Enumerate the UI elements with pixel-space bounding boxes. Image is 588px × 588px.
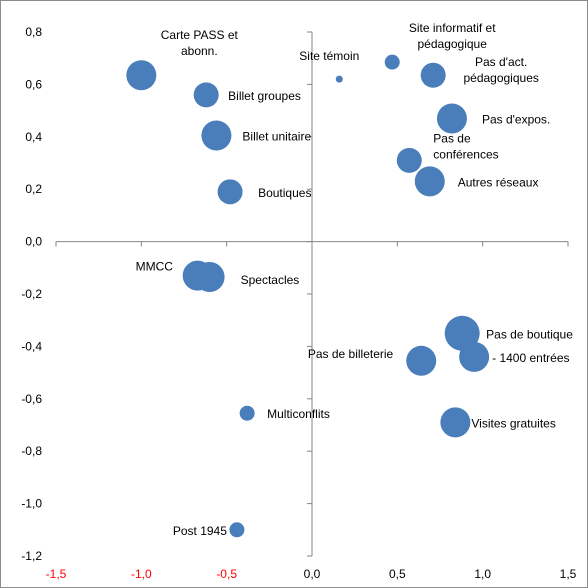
data-point — [335, 75, 343, 83]
x-tick-label: 1,0 — [474, 567, 491, 581]
point-label: Pas de billeterie — [308, 347, 394, 361]
point-label: MMCC — [136, 260, 174, 274]
x-tick-label: 1,5 — [560, 567, 577, 581]
x-tick-label: -0,5 — [216, 567, 237, 581]
y-tick-label: 0,6 — [25, 77, 42, 91]
y-tick-label: -0,4 — [21, 339, 42, 353]
data-point — [414, 166, 445, 197]
point-label: - 1400 entrées — [492, 351, 569, 365]
y-tick-label: -0,8 — [21, 444, 42, 458]
x-tick-label: 0,0 — [304, 567, 321, 581]
point-label: Autres réseaux — [458, 175, 539, 189]
y-tick-label: -1,0 — [21, 497, 42, 511]
y-tick-label: 0,2 — [25, 182, 42, 196]
data-point — [406, 345, 437, 376]
data-point — [217, 179, 243, 205]
data-point — [193, 82, 219, 108]
point-label: Pas de boutique — [486, 327, 573, 341]
y-tick-label: -0,6 — [21, 392, 42, 406]
x-tick-label: -1,0 — [131, 567, 152, 581]
y-tick-label: 0,8 — [25, 25, 42, 39]
data-point — [420, 62, 446, 88]
data-point — [229, 522, 245, 538]
point-label: Billet groupes — [228, 89, 301, 103]
data-point — [194, 261, 225, 292]
data-point — [384, 54, 400, 70]
y-tick-label: -0,2 — [21, 287, 42, 301]
data-point — [436, 103, 467, 134]
point-label: Pas d'expos. — [482, 112, 550, 126]
data-point — [201, 120, 232, 151]
point-label: Boutiques — [258, 186, 311, 200]
data-point — [126, 60, 157, 91]
data-point — [440, 407, 471, 438]
y-tick-label: 0,0 — [25, 235, 42, 249]
point-label: Pas d'act. pédagogiques — [463, 55, 538, 85]
point-label: Visites gratuites — [471, 416, 556, 430]
point-label: Spectacles — [241, 273, 300, 287]
point-label: Carte PASS et abonn. — [161, 28, 239, 58]
y-tick-label: 0,4 — [25, 130, 42, 144]
data-point — [444, 315, 480, 351]
x-tick-label: -1,5 — [46, 567, 67, 581]
point-label: Multiconflits — [267, 407, 330, 421]
x-tick-label: 0,5 — [389, 567, 406, 581]
point-label: Post 1945 — [173, 524, 227, 538]
data-point — [239, 405, 255, 421]
data-point — [459, 341, 490, 372]
point-label: Site informatif et pédagogique — [409, 21, 496, 51]
y-tick-label: -1,2 — [21, 549, 42, 563]
point-label: Billet unitaire — [242, 129, 311, 143]
data-point — [396, 147, 422, 173]
point-label: Site témoin — [299, 49, 359, 63]
point-label: Pas de conférences — [433, 131, 498, 161]
